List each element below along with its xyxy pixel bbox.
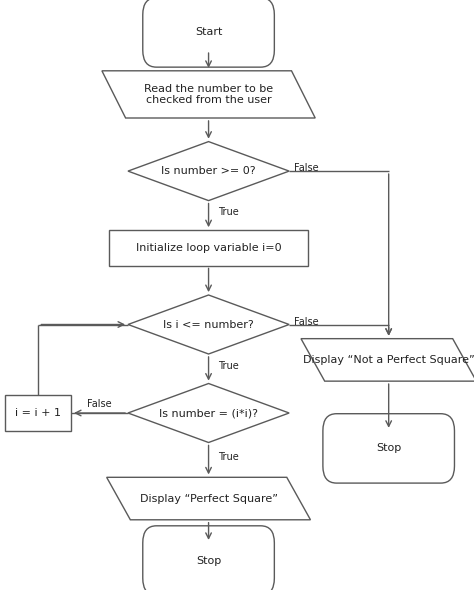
Text: Is number = (i*i)?: Is number = (i*i)? [159, 408, 258, 418]
Text: i = i + 1: i = i + 1 [15, 408, 61, 418]
Text: Stop: Stop [376, 444, 401, 453]
Text: Is i <= number?: Is i <= number? [163, 320, 254, 329]
Polygon shape [107, 477, 310, 520]
FancyBboxPatch shape [143, 526, 274, 590]
Polygon shape [102, 71, 315, 118]
Text: True: True [218, 361, 239, 371]
Text: Display “Not a Perfect Square”: Display “Not a Perfect Square” [303, 355, 474, 365]
Text: Read the number to be
checked from the user: Read the number to be checked from the u… [144, 84, 273, 105]
FancyBboxPatch shape [143, 0, 274, 67]
Text: Initialize loop variable i=0: Initialize loop variable i=0 [136, 243, 282, 253]
Polygon shape [128, 295, 289, 354]
FancyBboxPatch shape [323, 414, 455, 483]
FancyBboxPatch shape [5, 395, 71, 431]
Text: False: False [87, 399, 112, 409]
Text: False: False [294, 317, 319, 326]
FancyBboxPatch shape [109, 230, 308, 266]
Text: Is number >= 0?: Is number >= 0? [161, 166, 256, 176]
Text: True: True [218, 452, 239, 462]
Polygon shape [301, 339, 474, 381]
Text: Start: Start [195, 28, 222, 37]
Text: True: True [218, 208, 239, 217]
Text: Display “Perfect Square”: Display “Perfect Square” [139, 494, 278, 503]
Text: Stop: Stop [196, 556, 221, 565]
Polygon shape [128, 142, 289, 201]
Text: False: False [294, 163, 319, 173]
Polygon shape [128, 384, 289, 442]
